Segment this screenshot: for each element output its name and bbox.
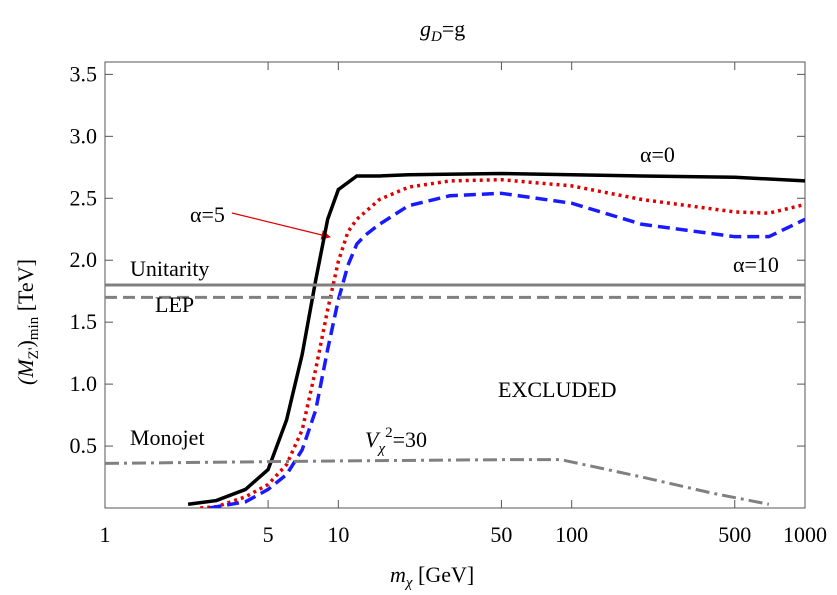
- y-tick-label: 2.0: [70, 247, 98, 272]
- region-label: EXCLUDED: [498, 377, 617, 402]
- y-tick-label: 1.0: [70, 371, 98, 396]
- y-tick-label: 3.0: [70, 123, 98, 148]
- y-axis-label: (MZ')min [TeV]: [13, 259, 42, 385]
- title-part: g: [420, 16, 431, 41]
- label-part: ): [13, 340, 38, 347]
- y-tick-label: 2.5: [70, 185, 98, 210]
- series-label: LEP: [155, 292, 194, 317]
- chart-title: gD=g: [420, 16, 465, 45]
- label-part: χ: [404, 575, 413, 590]
- x-tick-label: 10: [327, 522, 349, 547]
- series-label: α=10: [733, 252, 779, 277]
- label-part: χ: [376, 441, 385, 457]
- label-part: =30: [393, 427, 427, 452]
- series-label: α=0: [640, 142, 675, 167]
- label-part: [GeV]: [413, 562, 475, 587]
- title-part: =g: [442, 16, 465, 41]
- x-tick-label: 1: [100, 522, 111, 547]
- series-label: α=5: [190, 202, 225, 227]
- label-part: Z': [26, 347, 42, 359]
- contour-label: Vχ2=30: [365, 425, 427, 457]
- arrow: [231, 212, 331, 240]
- line: [105, 458, 770, 506]
- title-part: D: [430, 29, 442, 45]
- x-tick-label: 500: [718, 522, 751, 547]
- series-label: Unitarity: [130, 256, 209, 281]
- label-part: min: [26, 316, 42, 340]
- line: [187, 171, 805, 507]
- y-tick-label: 0.5: [70, 433, 98, 458]
- label-part: V: [365, 427, 381, 452]
- label-part: m: [390, 562, 406, 587]
- x-tick-label: 50: [490, 522, 512, 547]
- line: [209, 191, 805, 508]
- series-label: Monojet: [130, 425, 205, 450]
- x-tick-label: 100: [555, 522, 588, 547]
- x-axis-label: mχ [GeV]: [390, 562, 474, 590]
- y-tick-label: 3.5: [70, 61, 98, 86]
- label-part: 2: [385, 425, 393, 441]
- x-tick-label: 5: [263, 522, 274, 547]
- line: [200, 177, 805, 508]
- y-tick-label: 1.5: [70, 309, 98, 334]
- x-tick-label: 1000: [783, 522, 827, 547]
- label-part: [TeV]: [13, 259, 38, 317]
- label-part: (M: [13, 358, 38, 385]
